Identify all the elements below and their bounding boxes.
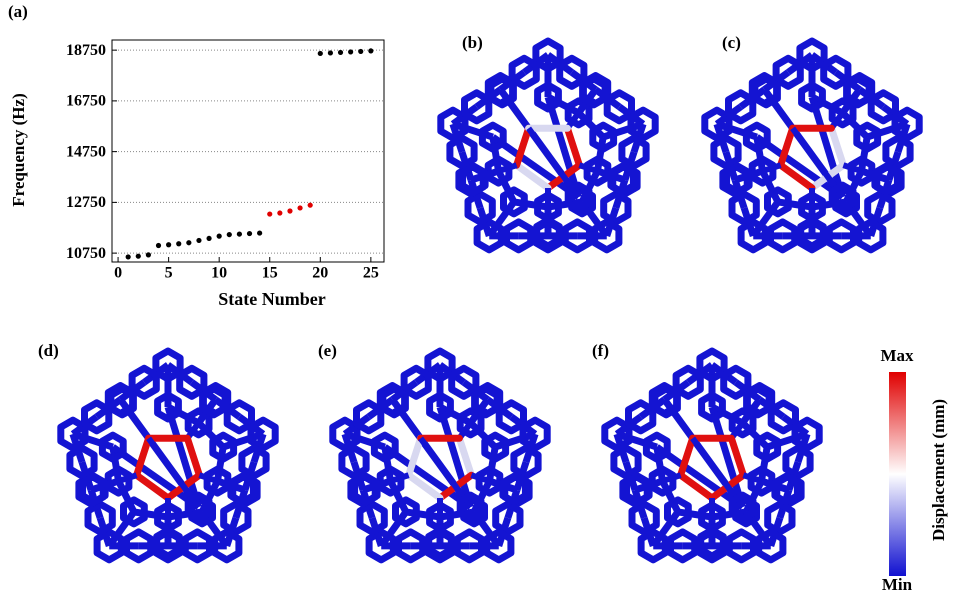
plot-frame [112,40,384,262]
colorbar [889,372,906,576]
x-tick-label: 20 [312,265,328,282]
lattice [705,41,919,250]
point [338,50,343,55]
hexagon-cell [832,185,853,209]
point [156,243,161,248]
point [217,234,222,239]
point [328,50,333,55]
lattice [605,351,819,560]
point [257,230,262,235]
strut [678,512,712,517]
point [287,208,292,213]
point [277,210,282,215]
lattice [441,41,655,250]
point [166,242,171,247]
hexagon-cell [460,495,481,519]
strut [761,447,767,481]
point [196,238,201,243]
lattice-panels: (b) (c) (d) (e) (f) [38,33,919,560]
panel-label: (e) [318,341,337,360]
lattice [61,351,275,560]
panel-label: (b) [462,33,483,52]
point [267,211,272,216]
point [358,49,363,54]
x-axis-label: State Number [218,289,325,309]
y-tick-label: 14750 [66,143,106,160]
point [186,240,191,245]
strut [406,512,440,517]
hexagon-cell [732,495,753,519]
x-tick-label: 5 [165,265,173,282]
point [227,232,232,237]
strut [134,512,168,517]
y-axis-label: Frequency (Hz) [9,93,28,206]
point [308,203,313,208]
panel-label: (a) [8,2,28,21]
y-tick-label: 10750 [66,245,106,262]
panel-label: (c) [722,33,741,52]
point [318,51,323,56]
point [237,231,242,236]
figure: (a) Frequency (Hz) State Number (b) (c) (d… [0,0,953,596]
strut [861,137,867,171]
x-tick-label: 0 [114,265,122,282]
point [368,48,373,53]
point [348,49,353,54]
colorbar-min: Min [882,575,913,594]
strut [778,202,812,207]
y-tick-label: 18750 [66,42,106,59]
y-tick-label: 12750 [66,194,106,211]
strut [514,202,548,207]
point [126,254,131,259]
point [136,254,141,259]
point [146,252,151,257]
panel-label: (d) [38,341,59,360]
hexagon-cell [568,185,589,209]
point [206,236,211,241]
strut [217,447,223,481]
lattice [333,351,547,560]
point [176,241,181,246]
hexagon-cell [188,495,209,519]
colorbar-max: Max [880,346,914,365]
colorbar-title: Displacement (mm) [929,399,948,541]
panel-label: (f) [592,341,609,360]
point [247,231,252,236]
x-tick-label: 15 [262,265,278,282]
strut [489,447,495,481]
strut [597,137,603,171]
y-tick-label: 16750 [66,93,106,110]
x-tick-label: 25 [363,265,379,282]
x-tick-label: 10 [211,265,227,282]
point [297,205,302,210]
